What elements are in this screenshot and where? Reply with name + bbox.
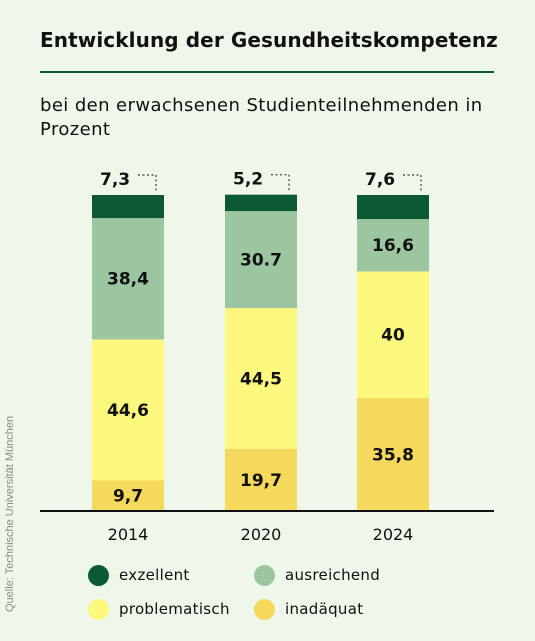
legend-item-problematic: problematisch: [88, 596, 254, 622]
chart-legend: exzellent ausreichend problematisch inad…: [88, 562, 448, 622]
legend-item-sufficient: ausreichend: [254, 562, 434, 588]
legend-item-inadequate: inadäquat: [254, 596, 434, 622]
data-label: 40: [381, 326, 405, 346]
data-label: 19,7: [240, 471, 282, 491]
data-label: 30.7: [240, 251, 282, 271]
bar-segment-sufficient-2020: [225, 211, 297, 309]
data-label: 35,8: [372, 445, 414, 465]
data-label: 16,6: [372, 236, 414, 256]
x-tick-label: 2014: [108, 525, 149, 544]
legend-swatch-sufficient: [254, 564, 275, 586]
source-note: Quelle: Technische Universität München: [4, 415, 16, 612]
legend-label: exzellent: [119, 566, 190, 584]
data-label: 44,6: [107, 401, 149, 421]
title-divider: [40, 71, 494, 73]
stacked-bar-chart: 9,7 44,6 38,4 7,3 2014 19,7 44,5 30.7 5,2 2020 35,…: [40, 170, 494, 544]
data-label: 38,4: [107, 270, 149, 290]
legend-item-excellent: exzellent: [88, 562, 254, 588]
x-tick-label: 2024: [373, 525, 414, 544]
legend-label: inadäquat: [285, 600, 364, 618]
data-label: 7,3: [100, 170, 130, 190]
data-label: 44,5: [240, 369, 282, 389]
bar-segment-sufficient-2024: [357, 219, 429, 272]
legend-swatch-inadequate: [254, 598, 275, 620]
bar-segment-inadequate-2014: [92, 480, 164, 511]
leader-line: [271, 173, 290, 193]
bar-segment-excellent-2020: [225, 194, 297, 212]
legend-label: problematisch: [119, 600, 230, 618]
bar-segment-problematic-2020: [225, 308, 297, 449]
bar-segment-problematic-2014: [92, 339, 164, 481]
data-label: 9,7: [113, 487, 143, 507]
bar-segment-inadequate-2024: [357, 397, 429, 511]
legend-swatch-problematic: [88, 598, 109, 620]
legend-label: ausreichend: [285, 566, 381, 584]
x-tick-label: 2020: [241, 525, 282, 544]
bar-segment-excellent-2024: [357, 195, 429, 220]
data-label: 7,6: [365, 170, 395, 190]
chart-subtitle: bei den erwachsenen Studienteilnehmenden…: [40, 95, 483, 140]
bar-segment-sufficient-2014: [92, 218, 164, 340]
bar-segment-problematic-2024: [357, 271, 429, 398]
data-label: 5,2: [233, 170, 263, 190]
leader-line: [138, 174, 157, 193]
chart-title: Entwicklung der Gesundheitskompetenz: [40, 28, 498, 52]
bar-segment-excellent-2014: [92, 195, 164, 219]
leader-line: [403, 174, 422, 193]
legend-swatch-excellent: [88, 564, 109, 586]
bar-segment-inadequate-2020: [225, 448, 297, 511]
